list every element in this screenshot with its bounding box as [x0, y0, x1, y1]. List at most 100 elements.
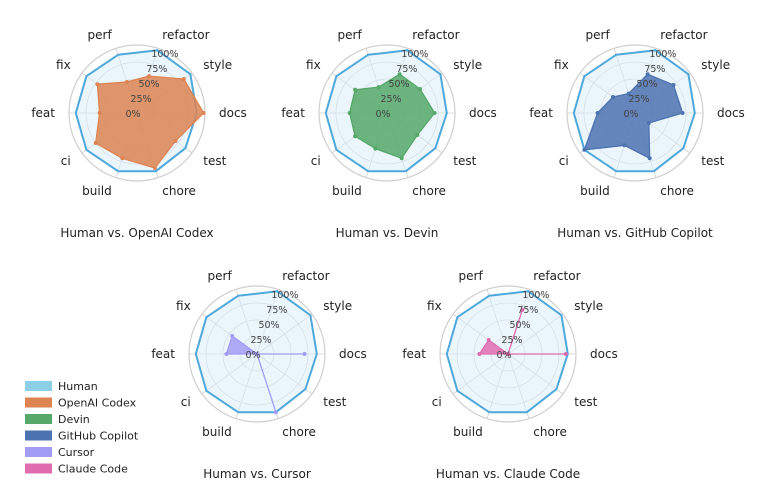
axis-label-docs: docs [717, 106, 745, 120]
axis-label-perf: perf [586, 28, 611, 42]
legend-swatch [25, 397, 52, 408]
agent-data-point [273, 410, 278, 415]
human-series-area [445, 290, 569, 414]
radial-tick-label: 25% [628, 94, 649, 105]
agent-data-point [680, 111, 685, 115]
agent-data-point [97, 111, 102, 115]
radial-tick-label: 50% [636, 79, 657, 90]
axis-label-test: test [701, 154, 724, 168]
radar-panel-2: 0% 25% 50% 75% 100% docs style refactor perf fix f… [281, 28, 496, 240]
agent-data-point [95, 82, 100, 87]
agent-data-point [595, 111, 600, 115]
agent-data-point [120, 156, 125, 161]
agent-data-point [418, 87, 422, 91]
radial-tick-label: 100% [649, 49, 676, 60]
panel-subtitle: Human vs. Cursor [203, 467, 311, 481]
radial-tick-label: 0% [623, 109, 638, 120]
agent-data-point [563, 352, 568, 356]
legend-label: GitHub Copilot [58, 430, 139, 443]
axis-label-chore: chore [162, 184, 196, 198]
agent-data-point [611, 95, 615, 99]
axis-label-build: build [453, 425, 483, 439]
axis-label-docs: docs [339, 347, 367, 361]
axis-label-fix: fix [306, 58, 321, 72]
axis-label-perf: perf [459, 269, 484, 283]
axis-label-perf: perf [338, 28, 363, 42]
axis-label-perf: perf [88, 28, 113, 42]
legend-label: Cursor [58, 446, 95, 459]
human-series-area [194, 290, 318, 414]
legend-label: Human [58, 380, 98, 393]
axis-label-docs: docs [219, 106, 247, 120]
agent-data-point [626, 91, 631, 96]
axis-label-feat: feat [529, 106, 553, 120]
radial-tick-label: 0% [245, 350, 260, 361]
radial-tick-label: 25% [250, 335, 271, 346]
radar-panel-3: 0% 25% 50% 75% 100% docs style refactor perf fix f… [529, 28, 744, 240]
axis-label-style: style [203, 58, 232, 72]
radial-tick-label: 100% [401, 49, 428, 60]
agent-data-point [622, 143, 627, 148]
agent-data-point [520, 308, 525, 312]
agent-data-point [224, 352, 229, 356]
axis-label-test: test [203, 154, 226, 168]
axis-label-build: build [202, 425, 232, 439]
agent-data-point [506, 352, 510, 356]
agent-data-point [353, 134, 358, 139]
axis-label-refactor: refactor [660, 28, 707, 42]
agent-data-point [645, 72, 650, 77]
agent-data-point [353, 87, 358, 92]
agent-data-point [415, 133, 420, 137]
axis-label-style: style [453, 58, 482, 72]
radial-tick-label: 25% [380, 94, 401, 105]
agent-data-point [373, 146, 378, 151]
agent-data-point [302, 352, 307, 356]
axis-label-feat: feat [402, 347, 426, 361]
panel-subtitle: Human vs. GitHub Copilot [557, 226, 713, 240]
agent-data-point [347, 111, 352, 115]
axis-label-style: style [574, 299, 603, 313]
radial-tick-label: 0% [496, 350, 511, 361]
panel-subtitle: Human vs. OpenAI Codex [60, 226, 213, 240]
axis-label-feat: feat [151, 347, 175, 361]
radar-panel-4: 0% 25% 50% 75% 100% docs style refactor perf fix f… [151, 269, 366, 481]
axis-label-chore: chore [660, 184, 694, 198]
axis-label-ci: ci [559, 154, 569, 168]
axis-label-refactor: refactor [282, 269, 329, 283]
radial-tick-label: 75% [396, 64, 417, 75]
axis-label-chore: chore [282, 425, 316, 439]
axis-label-test: test [323, 395, 346, 409]
axis-label-feat: feat [31, 106, 55, 120]
legend-swatch [25, 447, 52, 457]
axis-label-refactor: refactor [412, 28, 459, 42]
legend-swatch [25, 430, 52, 441]
axis-label-chore: chore [412, 184, 446, 198]
axis-label-fix: fix [427, 299, 442, 313]
radial-tick-label: 75% [266, 305, 287, 316]
radial-tick-label: 75% [146, 64, 167, 75]
legend-label: Claude Code [58, 463, 128, 476]
agent-data-point [147, 74, 151, 79]
axis-label-build: build [82, 184, 112, 198]
axis-label-refactor: refactor [533, 269, 580, 283]
radar-panel-5: 0% 25% 50% 75% 100% docs style refactor perf fix f… [402, 269, 617, 481]
axis-label-test: test [453, 154, 476, 168]
panel-subtitle: Human vs. Claude Code [436, 467, 580, 481]
radial-tick-label: 50% [258, 320, 279, 331]
radial-tick-label: 100% [522, 290, 549, 301]
axis-label-chore: chore [533, 425, 567, 439]
agent-data-point [399, 156, 404, 161]
axis-label-build: build [332, 184, 362, 198]
legend: Human OpenAI Codex Devin GitHub Copilot Curs… [25, 380, 139, 476]
radial-tick-label: 75% [644, 64, 665, 75]
radial-tick-label: 0% [375, 109, 390, 120]
axis-label-refactor: refactor [162, 28, 209, 42]
axis-label-fix: fix [176, 299, 191, 313]
agent-data-point [124, 80, 129, 84]
agent-data-point [647, 156, 652, 161]
agent-data-point [486, 338, 491, 342]
radial-tick-label: 100% [271, 290, 298, 301]
agent-series-area [225, 335, 306, 413]
agent-data-point [397, 72, 402, 77]
